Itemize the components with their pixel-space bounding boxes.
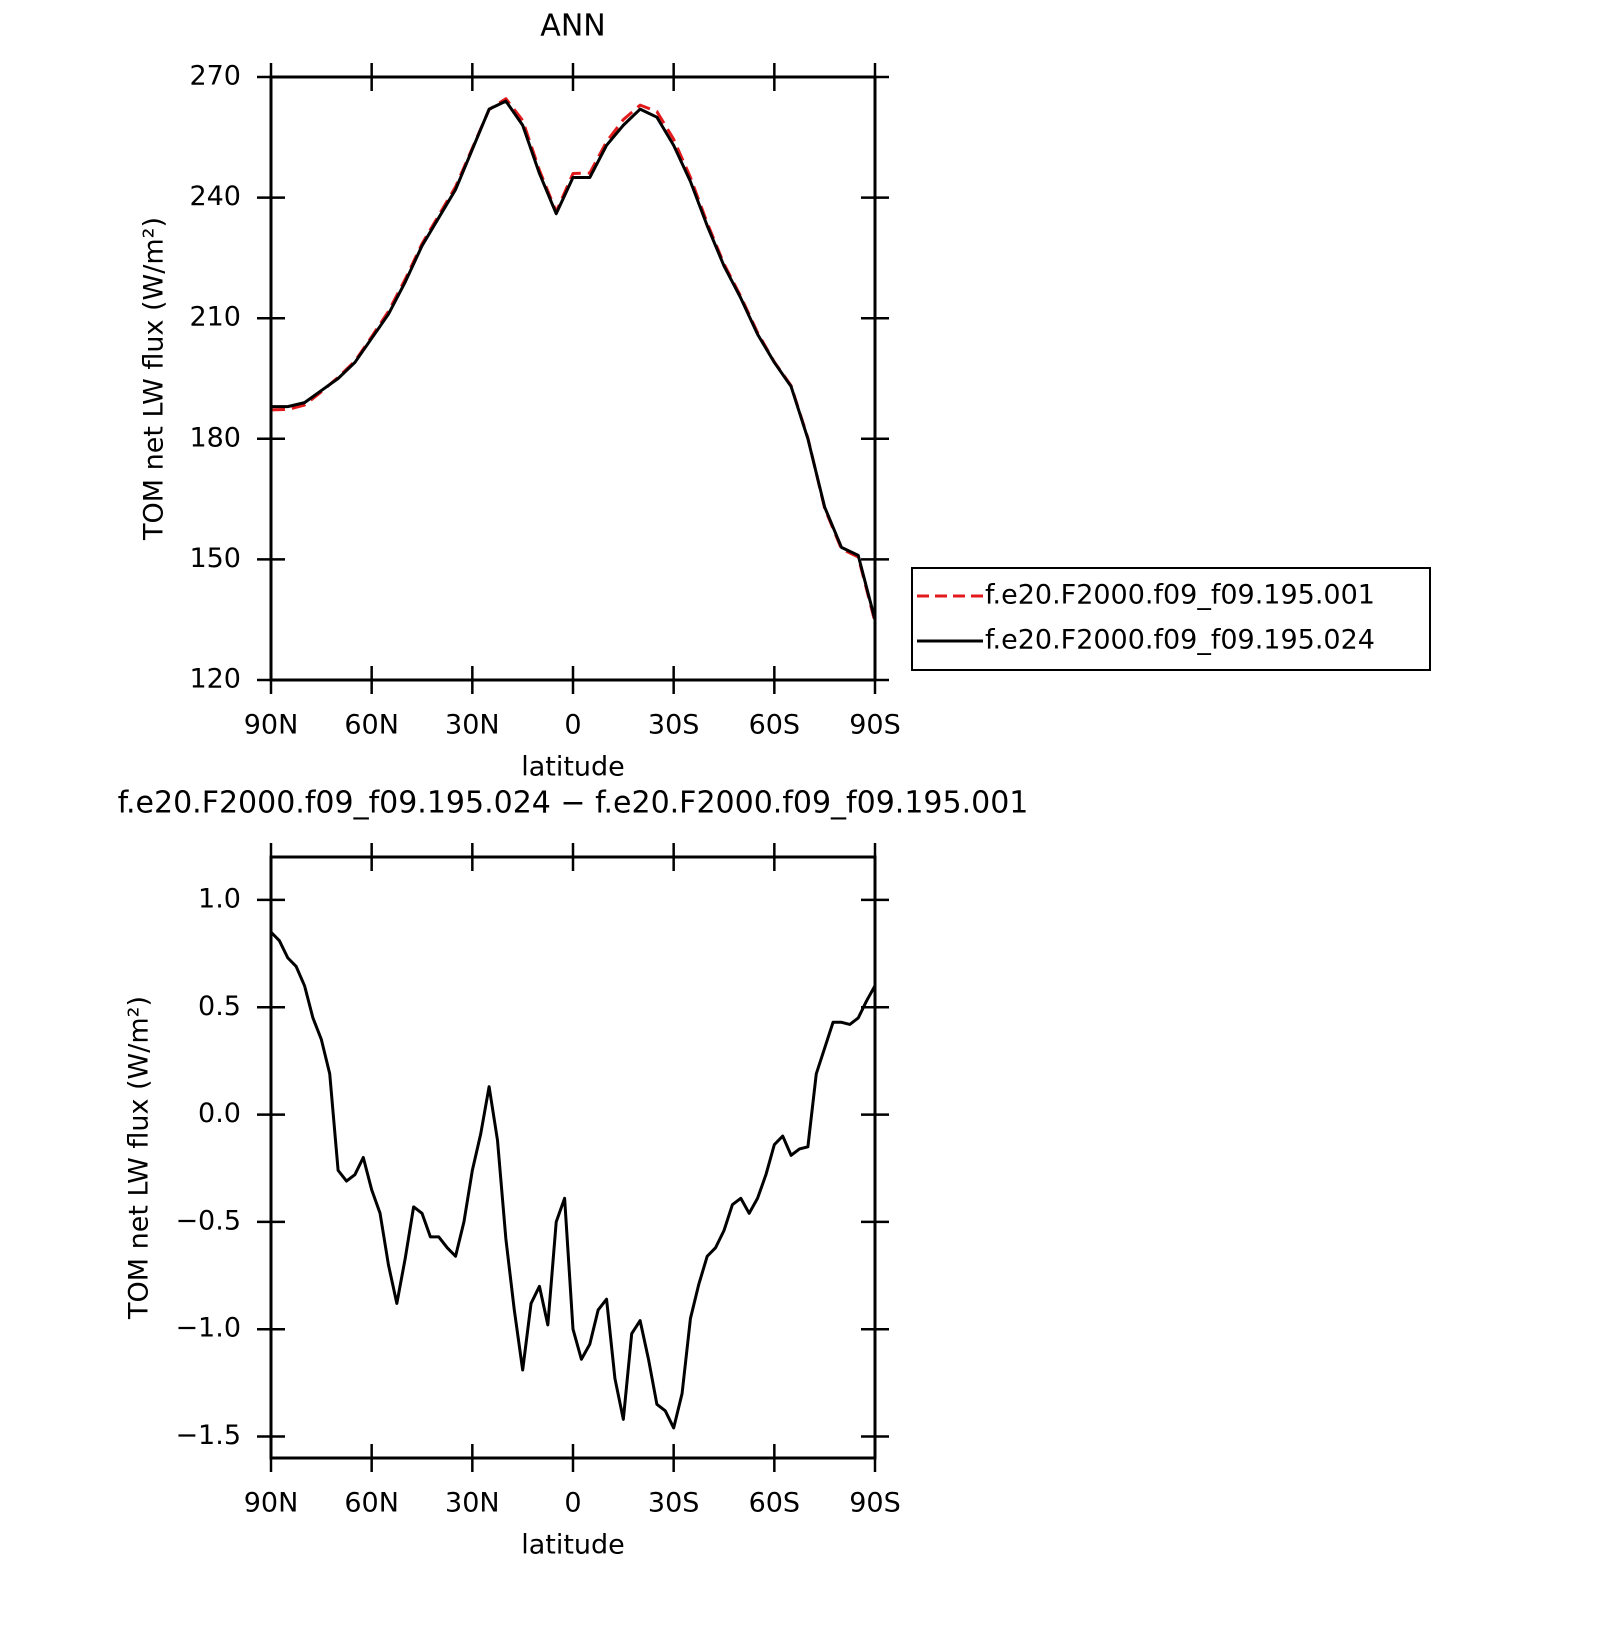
y-tick-label: 180 [189,422,241,453]
x-tick-label: 90S [849,1488,901,1519]
legend-box [911,567,1431,671]
y-tick-label: −1.0 [175,1313,241,1344]
y-tick-label: −0.5 [175,1205,241,1236]
y-tick-label: 1.0 [198,883,241,914]
x-tick-label: 90S [849,710,901,741]
x-tick-label: 60S [749,1488,801,1519]
x-tick-label: 30N [445,710,500,741]
y-tick-label: 240 [189,181,241,212]
x-tick-label: 0 [564,1488,581,1519]
y-tick-label: 210 [189,302,241,333]
x-tick-label: 30N [445,1488,500,1519]
y-tick-label: 150 [189,543,241,574]
x-tick-label: 30S [648,1488,700,1519]
chart-title: f.e20.F2000.f09_f09.195.024 − f.e20.F200… [118,786,1029,821]
data-line [271,99,877,621]
y-tick-label: 0.0 [198,1098,241,1129]
x-tick-label: 30S [648,710,700,741]
y-tick-label: 0.5 [198,991,241,1022]
x-tick-label: 90N [244,710,299,741]
plot-frame [269,855,877,1460]
x-tick-label: 60N [344,710,399,741]
legend-label: f.e20.F2000.f09_f09.195.024 [985,625,1375,656]
x-tick-label: 90N [244,1488,299,1519]
y-axis-label: TOM net LW flux (W/m²) [139,217,170,541]
y-tick-label: 120 [189,664,241,695]
legend-label: f.e20.F2000.f09_f09.195.001 [985,580,1375,611]
x-axis-label: latitude [521,1530,625,1561]
data-line [269,931,877,1430]
plot-frame [269,75,877,682]
y-tick-label: 270 [189,61,241,92]
x-axis-label: latitude [521,752,625,783]
x-tick-label: 0 [564,710,581,741]
y-axis-label: TOM net LW flux (W/m²) [124,996,155,1320]
y-tick-label: −1.5 [175,1420,241,1451]
chart-title: ANN [540,9,605,44]
x-tick-label: 60S [749,710,801,741]
x-tick-label: 60N [344,1488,399,1519]
